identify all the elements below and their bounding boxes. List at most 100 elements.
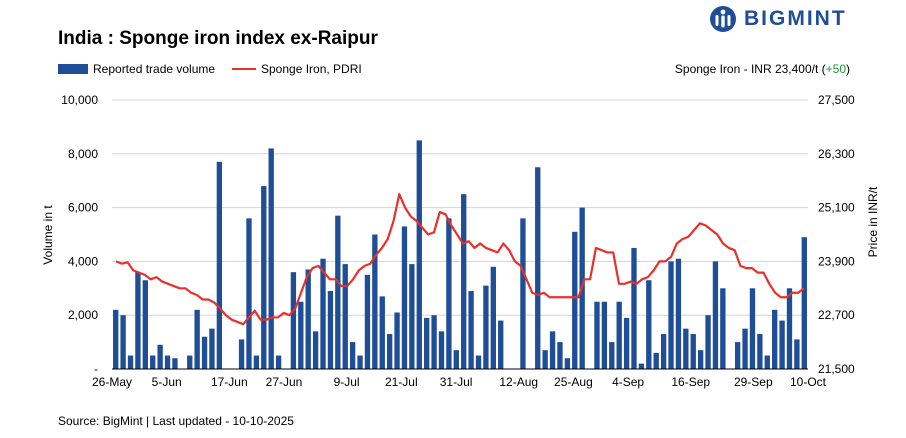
volume-bar bbox=[690, 334, 696, 369]
volume-bar bbox=[712, 261, 719, 369]
legend-line-swatch bbox=[232, 68, 256, 70]
x-tick: 10-Oct bbox=[790, 375, 827, 389]
volume-bar bbox=[172, 358, 178, 369]
volume-bar bbox=[209, 328, 215, 369]
volume-bar bbox=[646, 280, 652, 369]
volume-bar bbox=[312, 331, 319, 369]
volume-bar bbox=[424, 317, 430, 369]
chart-title: India : Sponge iron index ex-Raipur bbox=[58, 28, 378, 49]
x-tick: 29-Sep bbox=[734, 375, 773, 389]
volume-bar bbox=[764, 355, 770, 369]
volume-bar bbox=[483, 285, 489, 369]
volume-bar bbox=[127, 355, 134, 369]
volume-bar bbox=[364, 274, 371, 369]
x-tick: 5-Jun bbox=[152, 375, 182, 389]
x-tick: 31-Jul bbox=[440, 375, 473, 389]
volume-bar bbox=[453, 350, 459, 369]
volume-bar bbox=[446, 218, 452, 369]
volume-bar bbox=[683, 328, 689, 369]
x-tick: 17-Jun bbox=[211, 375, 248, 389]
y-axis-left-label: Volume in t bbox=[41, 205, 55, 265]
y-right-tick: 23,900 bbox=[818, 254, 855, 268]
legend-item-line: Sponge Iron, PDRI bbox=[232, 62, 362, 76]
volume-bar bbox=[142, 280, 148, 369]
volume-bar bbox=[734, 342, 741, 369]
volume-bar bbox=[535, 167, 541, 369]
volume-bar bbox=[357, 355, 363, 369]
volume-bar bbox=[557, 342, 563, 369]
x-tick-labels: 26-May 5-Jun 17-Jun 27-Jun 9-Jul 21-Jul 31-Jul… bbox=[92, 375, 827, 389]
volume-bar bbox=[238, 339, 245, 369]
volume-bar bbox=[342, 264, 348, 369]
gridlines bbox=[112, 99, 808, 316]
price-change: +50 bbox=[825, 62, 846, 76]
volume-bar bbox=[150, 355, 156, 369]
volume-bar bbox=[490, 266, 496, 369]
volume-bar bbox=[201, 336, 208, 369]
volume-bar bbox=[438, 331, 445, 369]
volume-bar bbox=[675, 258, 682, 369]
volume-bar bbox=[194, 309, 200, 369]
y-right-tick: 26,300 bbox=[818, 147, 855, 161]
price-note: Sponge Iron - INR 23,400/t (+50) bbox=[675, 62, 850, 76]
volume-bar bbox=[549, 331, 556, 369]
volume-bar bbox=[475, 355, 482, 369]
volume-bar bbox=[275, 355, 282, 369]
volume-bar bbox=[216, 161, 223, 369]
y-left-tick-labels: - 2,000 4,000 6,000 8,000 10,000 bbox=[61, 93, 98, 376]
volume-bar bbox=[609, 342, 615, 369]
y-left-tick: 8,000 bbox=[68, 147, 98, 161]
y-left-tick: 10,000 bbox=[61, 93, 98, 107]
volume-bar bbox=[409, 264, 415, 369]
y-left-tick: 2,000 bbox=[68, 308, 98, 322]
volume-bar bbox=[327, 290, 334, 369]
volume-bar bbox=[335, 215, 341, 369]
legend-line-label: Sponge Iron, PDRI bbox=[261, 62, 362, 76]
volume-bar bbox=[742, 328, 748, 369]
volume-bar bbox=[697, 350, 704, 369]
legend-bar-swatch bbox=[58, 64, 88, 74]
volume-bar bbox=[772, 309, 778, 369]
y-left-tick: 6,000 bbox=[68, 201, 98, 215]
x-tick: 9-Jul bbox=[334, 375, 360, 389]
bigmint-logo: BIGMINT bbox=[708, 4, 847, 34]
volume-bar bbox=[498, 320, 504, 369]
volume-bar bbox=[520, 218, 526, 369]
volume-bar bbox=[416, 140, 422, 369]
volume-bar bbox=[120, 315, 126, 369]
volume-bar bbox=[749, 288, 756, 369]
volume-bar bbox=[164, 355, 171, 369]
x-tick: 4-Sep bbox=[612, 375, 644, 389]
volume-bar bbox=[305, 269, 311, 369]
x-tick: 27-Jun bbox=[266, 375, 303, 389]
volume-bar bbox=[653, 352, 659, 369]
price-note-prefix: Sponge Iron - INR 23,400/t ( bbox=[674, 62, 826, 76]
volume-bar bbox=[616, 301, 622, 369]
volume-bar bbox=[320, 258, 326, 369]
volume-bar bbox=[372, 234, 378, 369]
volume-bar bbox=[261, 186, 267, 369]
volume-bar bbox=[401, 226, 408, 369]
volume-bar bbox=[660, 334, 667, 369]
volume-bar bbox=[779, 320, 785, 369]
volume-bar bbox=[668, 261, 674, 369]
x-tick: 16-Sep bbox=[671, 375, 710, 389]
source-note: Source: BigMint | Last updated - 10-10-2… bbox=[58, 414, 294, 428]
y-right-tick: 22,700 bbox=[818, 308, 855, 322]
x-tick: 12-Aug bbox=[499, 375, 538, 389]
volume-bar bbox=[572, 231, 578, 369]
volume-bar bbox=[601, 301, 608, 369]
legend-item-bars: Reported trade volume bbox=[58, 62, 215, 76]
y-right-tick: 27,500 bbox=[818, 93, 855, 107]
brand-name: BIGMINT bbox=[744, 7, 847, 30]
volume-bar bbox=[631, 247, 637, 369]
volume-bar bbox=[594, 301, 600, 369]
legend-bar-label: Reported trade volume bbox=[93, 62, 216, 76]
price-note-suffix: ) bbox=[846, 62, 850, 76]
volume-bar bbox=[386, 334, 393, 369]
volume-bar bbox=[135, 272, 141, 369]
volume-bar bbox=[794, 339, 800, 369]
y-axis-right-label: Price in INR/t bbox=[866, 186, 880, 257]
volume-bar bbox=[564, 358, 571, 369]
volume-bar bbox=[638, 363, 645, 369]
